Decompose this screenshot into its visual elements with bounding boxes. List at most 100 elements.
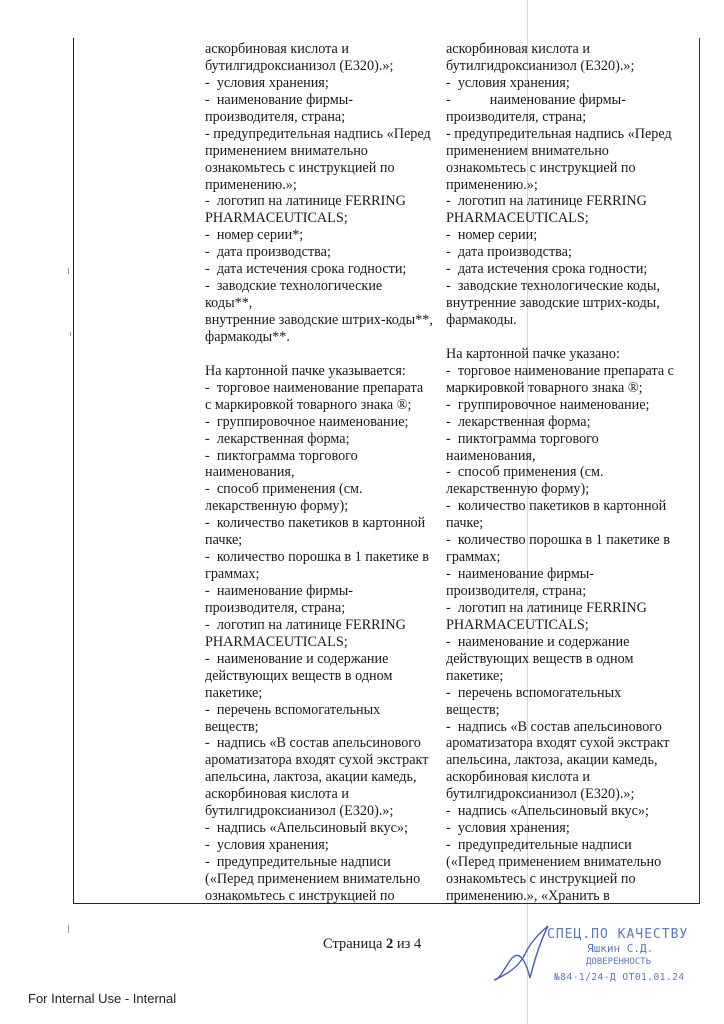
right-column-line: - наименование и содержание (446, 633, 630, 650)
scan-speck (68, 268, 69, 274)
left-column-line: с маркировкой товарного знака ®; (205, 396, 412, 413)
right-column-line: На картонной пачке указано: (446, 345, 620, 362)
left-column-line: - предупредительные надписи (205, 854, 391, 870)
left-column-line: - пиктограмма торгового (205, 447, 358, 464)
right-column-line: аскорбиновая кислота и (446, 41, 590, 57)
left-column-line: действующих веществ в одном (205, 667, 393, 684)
left-column-line: - перечень вспомогательных (205, 701, 381, 718)
left-column-line: - способ применения (см. (205, 481, 363, 498)
right-column-line: - условия хранения; (446, 74, 570, 91)
left-column-line: - логотип на латинице FERRING (205, 616, 406, 633)
right-column-line: применению.», «Хранить в (446, 887, 610, 904)
right-column-line: - лекарственная форма; (446, 413, 591, 430)
page-sep: из (393, 936, 415, 952)
right-column-line: - наименование фирмы- (446, 91, 626, 108)
right-column-line: лекарственную форму); (446, 481, 590, 498)
right-column-line: - логотип на латинице FERRING (446, 599, 647, 616)
left-column-line: граммах; (205, 566, 260, 583)
right-column-text: аскорбиновая кислота и бутилгидроксианизо… (446, 41, 674, 905)
table-frame (73, 38, 700, 904)
left-column-line: наименования, (205, 464, 295, 481)
right-column-line: - логотип на латинице FERRING (446, 193, 647, 210)
left-column-line: PHARMACEUTICALS; (205, 633, 348, 650)
left-column-line: бутилгидроксианизол (Е320).»; (205, 57, 394, 74)
left-column-line: производителя, страна; (205, 108, 346, 125)
right-column-line: аскорбиновая кислота и (446, 769, 590, 786)
left-column-line: аскорбиновая кислота и (205, 786, 349, 803)
right-column-line: («Перед применением внимательно (446, 854, 662, 870)
page-number: Страница 2 из 4 (323, 936, 421, 953)
stamp-line-1: СПЕЦ.ПО КАЧЕСТВУ (547, 927, 689, 942)
page-current: 2 (386, 936, 394, 952)
left-column-line: - номер серии*; (205, 227, 304, 244)
stamp-line-4: №84-1/24-Д ОТ01.01.24 (554, 972, 685, 983)
right-column-line: ознакомьтесь с инструкцией по (446, 870, 636, 887)
left-column-line: апельсина, лактоза, акации камедь, (205, 769, 417, 786)
left-column-line: производителя, страна; (205, 599, 346, 616)
left-column-line: внутренние заводские штрих-коды**, (205, 312, 433, 328)
right-column-line: - надпись «Апельсиновый вкус»; (446, 803, 649, 820)
right-column-line: ознакомьтесь с инструкцией по (446, 159, 636, 176)
left-column-line: пакетике; (205, 684, 263, 701)
right-column-line: PHARMACEUTICALS; (446, 210, 589, 227)
right-column-line: - дата истечения срока годности; (446, 261, 648, 278)
right-column-line: - предупредительная надпись «Перед (446, 125, 672, 142)
right-column-line: действующих веществ в одном (446, 650, 634, 667)
right-column-line: PHARMACEUTICALS; (446, 616, 589, 633)
right-column-line: - количество порошка в 1 пакетике в (446, 532, 670, 549)
right-column-line (446, 329, 674, 346)
left-column-line: - заводские технологические (205, 278, 383, 295)
left-column-line: лекарственную форму); (205, 498, 349, 515)
right-column-line: пачке; (446, 515, 484, 532)
left-column-line: - условия хранения; (205, 837, 329, 854)
right-column-line: - перечень вспомогательных (446, 684, 622, 701)
right-column-line: - группировочное наименование; (446, 396, 650, 413)
left-column-line: - надпись «Апельсиновый вкус»; (205, 820, 408, 837)
left-column-line: - лекарственная форма; (205, 430, 350, 447)
right-column-line: внутренние заводские штрих-коды, (446, 295, 660, 312)
left-column-line: ознакомьтесь с инструкцией по (205, 887, 395, 904)
right-column-line: - заводские технологические коды, (446, 278, 660, 295)
scan-fold-line (527, 0, 528, 1024)
right-column-line: наименования, (446, 447, 536, 464)
left-column-line: На картонной пачке указывается: (205, 362, 406, 379)
left-column-line: - количество пакетиков в картонной (205, 515, 426, 532)
right-column-line: - пиктограмма торгового (446, 430, 599, 447)
signature-icon (493, 925, 549, 981)
right-column-line: - номер серии; (446, 227, 538, 244)
right-column-line: пакетике; (446, 667, 504, 684)
right-column-line: граммах; (446, 549, 501, 566)
right-column-line: ароматизатора входят сухой экстракт (446, 735, 670, 752)
right-column-line: применению.»; (446, 176, 538, 193)
left-column-text: аскорбиновая кислота и бутилгидроксианизо… (205, 41, 433, 905)
left-column-line: бутилгидроксианизол (Е320).»; (205, 803, 394, 820)
left-column-line: - дата производства; (205, 244, 331, 261)
left-column-line: - предупредительная надпись «Перед (205, 125, 431, 142)
left-column-line: аскорбиновая кислота и (205, 41, 349, 57)
right-column-line: применением внимательно (446, 142, 609, 159)
right-column-line: производителя, страна; (446, 108, 587, 125)
page-total: 4 (414, 936, 422, 952)
quality-stamp: СПЕЦ.ПО КАЧЕСТВУ Яшкин С.Д. ДОВЕРЕННОСТЬ… (490, 922, 690, 992)
right-column-line: - количество пакетиков в картонной (446, 498, 667, 515)
left-column-line: - условия хранения; (205, 74, 329, 91)
classification-label: For Internal Use - Internal (28, 991, 177, 1006)
right-column-line: фармакоды. (446, 312, 517, 328)
left-column-line: веществ; (205, 718, 259, 735)
right-column-line: - дата производства; (446, 244, 572, 261)
stamp-line-3: ДОВЕРЕННОСТЬ (586, 957, 652, 967)
left-column-line: - наименование фирмы- (205, 583, 353, 599)
right-column-line: веществ; (446, 701, 500, 718)
left-column-line: - дата истечения срока годности; (205, 261, 407, 278)
stamp-line-2: Яшкин С.Д. (587, 942, 654, 955)
left-column-line: ознакомьтесь с инструкцией по (205, 159, 395, 176)
left-column-line: - наименование и содержание (205, 650, 389, 667)
left-column-line: («Перед применением внимательно (205, 870, 421, 887)
right-column-line: - условия хранения; (446, 820, 570, 837)
left-column-line: - группировочное наименование; (205, 413, 409, 430)
page-prefix: Страница (323, 936, 387, 952)
right-column-line: бутилгидроксианизол (Е320).»; (446, 57, 635, 74)
left-column-line: - количество порошка в 1 пакетике в (205, 549, 429, 566)
right-column-line: - предупредительные надписи (446, 837, 632, 854)
right-column-line: апельсина, лактоза, акации камедь, (446, 752, 658, 769)
